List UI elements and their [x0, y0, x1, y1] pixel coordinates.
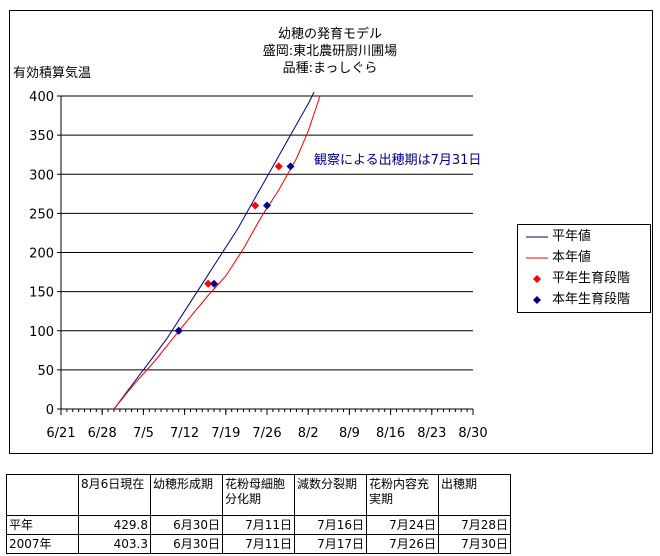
x-tick-label: 8/23 [417, 426, 446, 441]
table-cell: 6月30日 [150, 515, 223, 535]
table-cell: 7月16日 [294, 515, 367, 535]
x-tick-label: 6/28 [88, 426, 117, 441]
data-point-marker [251, 201, 260, 210]
x-tick-label: 8/2 [298, 426, 319, 441]
legend-label: 平年値 [552, 229, 592, 244]
x-tick-label: 6/21 [46, 426, 75, 441]
table-cell: 7月17日 [294, 534, 367, 554]
x-tick-label: 8/16 [376, 426, 405, 441]
data-point-marker [286, 162, 295, 171]
table-header-cell: 花粉母細胞分化期 [222, 474, 295, 516]
legend-item-honnen-stage: 本年生育段階 [522, 291, 650, 309]
y-tick-label: 250 [29, 207, 54, 222]
table-cell: 2007年 [6, 534, 79, 554]
y-tick-label: 150 [29, 286, 54, 301]
x-tick-label: 8/9 [339, 426, 360, 441]
table-header-cell: 出穂期 [438, 474, 511, 516]
y-tick-label: 0 [46, 403, 54, 418]
x-tick-label: 7/26 [252, 426, 281, 441]
table-cell: 429.8 [78, 515, 151, 535]
chart-frame: 幼穂の発育モデル 盛岡:東北農研厨川圃場 品種:まっしぐら 有効積算気温 0 50… [9, 10, 653, 454]
series-line [113, 95, 321, 410]
table-header-cell: 8月6日現在 [78, 474, 151, 516]
table-header-cell: 減数分裂期 [294, 474, 367, 516]
table-header-row: 8月6日現在 幼穂形成期 花粉母細胞分化期 減数分裂期 花粉内容充実期 出穂期 [6, 474, 511, 516]
chart-title-line-1: 幼穂の発育モデル [278, 26, 382, 42]
y-axis-label: 有効積算気温 [13, 65, 91, 81]
table-cell: 7月28日 [438, 515, 511, 535]
table-cell: 7月11日 [222, 534, 295, 554]
legend-label: 平年生育段階 [552, 271, 631, 286]
table-cell: 403.3 [78, 534, 151, 554]
data-point-marker [274, 162, 283, 171]
data-point-marker [263, 201, 271, 210]
table-header-cell: 花粉内容充実期 [366, 474, 439, 516]
x-tick-label: 7/12 [170, 426, 199, 441]
x-tick-label: 8/30 [458, 426, 487, 441]
chart-legend: 平年値 本年値 平年生育段階 本年生育段階 [517, 224, 651, 313]
table-header-cell [6, 474, 79, 516]
data-point-marker [210, 279, 219, 288]
table-cell: 6月30日 [150, 534, 223, 554]
table-cell: 7月30日 [438, 534, 511, 554]
y-tick-label: 200 [29, 247, 54, 262]
legend-item-heinen-line: 平年値 [522, 228, 650, 246]
data-point-marker [204, 279, 213, 288]
chart-title-line-3: 品種:まっしぐら [283, 60, 378, 76]
y-tick-label: 400 [29, 90, 54, 105]
x-tick-label: 7/19 [211, 426, 240, 441]
y-tick-label: 100 [29, 325, 54, 340]
legend-label: 本年生育段階 [552, 292, 631, 307]
x-tick-label: 7/5 [133, 426, 154, 441]
stage-table: 8月6日現在 幼穂形成期 花粉母細胞分化期 減数分裂期 花粉内容充実期 出穂期 … [6, 474, 511, 554]
legend-item-honnen-line: 本年値 [522, 249, 650, 267]
y-tick-label: 350 [29, 129, 54, 144]
table-cell: 7月11日 [222, 515, 295, 535]
series-line [113, 91, 315, 410]
table-cell: 平年 [6, 515, 79, 535]
chart-svg: 幼穂の発育モデル 盛岡:東北農研厨川圃場 品種:まっしぐら 有効積算気温 0 50… [13, 26, 488, 441]
observation-annotation: 観察による出穂期は7月31日 [314, 153, 481, 168]
legend-item-heinen-stage: 平年生育段階 [522, 270, 650, 288]
chart-title-line-2: 盛岡:東北農研厨川圃場 [263, 43, 397, 59]
table-cell: 7月26日 [366, 534, 439, 554]
table-header-cell: 幼穂形成期 [150, 474, 223, 516]
legend-label: 本年値 [552, 250, 592, 265]
data-point-marker [174, 326, 183, 335]
y-tick-label: 300 [29, 168, 54, 183]
table-row: 平年 429.8 6月30日 7月11日 7月16日 7月24日 7月28日 [6, 515, 511, 535]
table-cell: 7月24日 [366, 515, 439, 535]
chart-title: 幼穂の発育モデル 盛岡:東北農研厨川圃場 品種:まっしぐら [263, 26, 397, 76]
y-tick-label: 50 [37, 364, 54, 379]
table-row: 2007年 403.3 6月30日 7月11日 7月17日 7月26日 7月30… [6, 534, 511, 554]
